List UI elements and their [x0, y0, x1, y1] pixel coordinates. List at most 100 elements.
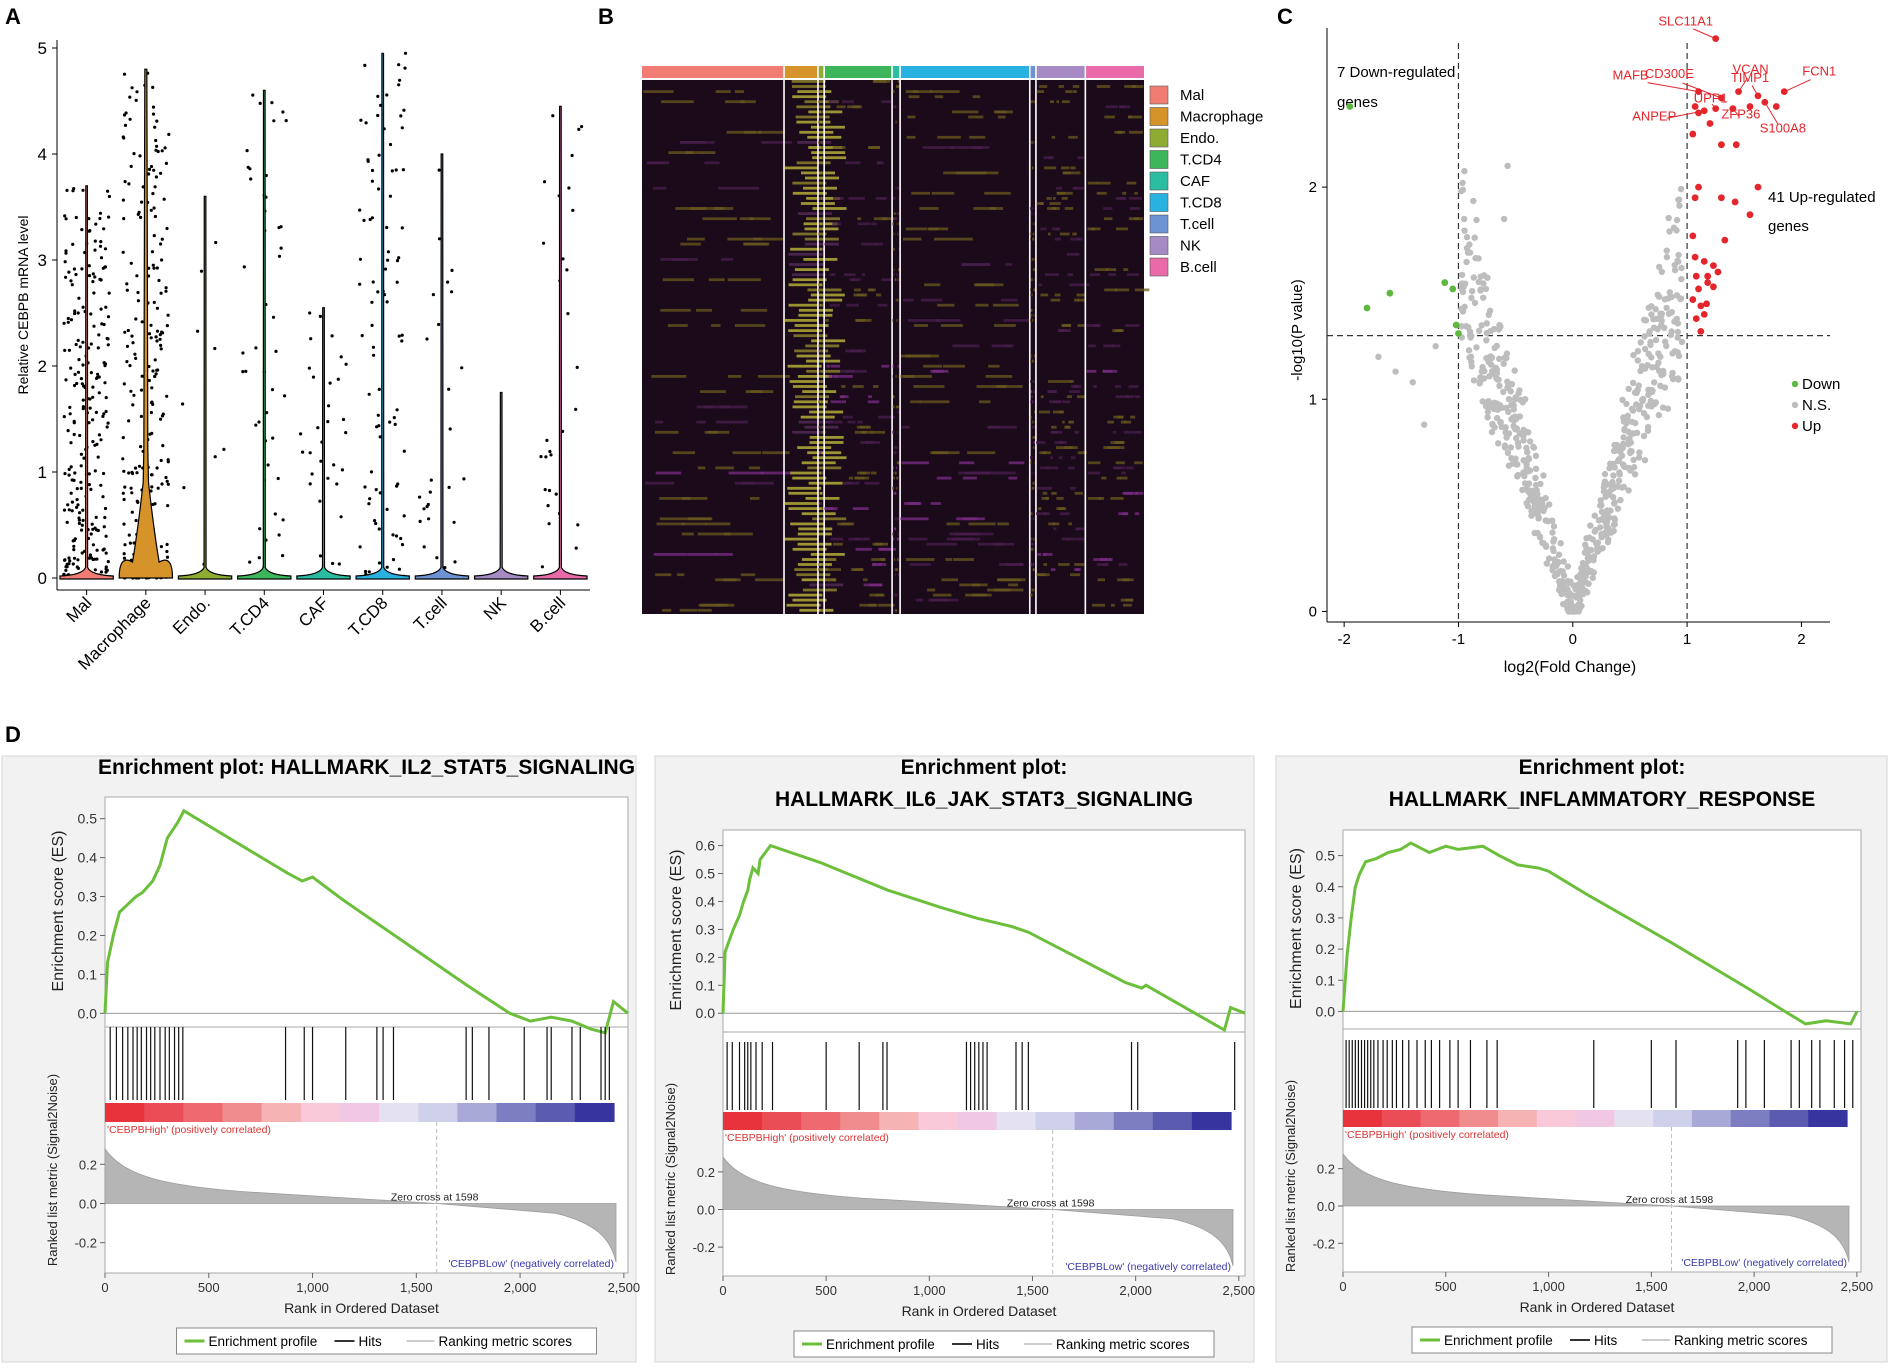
heatmap-cell	[1029, 319, 1031, 322]
heatmap-cell	[1043, 156, 1053, 160]
gsea-es-y-label: Enrichment score (ES)	[50, 831, 67, 992]
violin-point	[437, 168, 441, 172]
heatmap-cell	[861, 242, 877, 246]
violin-point	[81, 398, 85, 402]
gsea-rank-color-bar	[1035, 1112, 1076, 1130]
heatmap-cell	[809, 583, 844, 587]
volcano-up-point	[1704, 279, 1712, 286]
heatmap-cell	[1032, 268, 1034, 271]
volcano-down-point	[1455, 330, 1462, 337]
heatmap-cell	[1074, 568, 1079, 571]
violin-point	[140, 374, 144, 378]
gsea-panel-1: Enrichment plot: HALLMARK_IL2_STAT5_SIGN…	[1, 755, 640, 1363]
gsea-rank-color-bar	[723, 1112, 763, 1130]
volcano-ns-point	[1478, 322, 1485, 329]
volcano-ns-point	[1555, 586, 1563, 594]
heatmap-cell	[819, 197, 822, 200]
violin-point	[63, 214, 67, 218]
gsea-rank-tick-label: -0.2	[693, 1240, 715, 1255]
violin-point	[68, 412, 72, 416]
volcano-ns-point	[1617, 496, 1624, 504]
volcano-ns-point	[1597, 497, 1604, 504]
volcano-ns-point	[1576, 587, 1584, 594]
heatmap-cell	[822, 181, 824, 185]
heatmap-cell	[1070, 456, 1076, 460]
heatmap-cell	[1120, 420, 1127, 424]
heatmap-cell	[857, 222, 870, 226]
violin-point	[80, 528, 84, 532]
heatmap-cell	[857, 349, 866, 353]
volcano-ns-point	[1600, 516, 1608, 524]
violin-point	[77, 296, 81, 300]
violin-point	[399, 114, 403, 118]
heatmap-cell	[1040, 202, 1044, 205]
heatmap-cell	[1070, 166, 1076, 170]
heatmap-cell	[750, 497, 760, 500]
violin-point	[63, 558, 67, 562]
heatmap-cell	[897, 430, 898, 434]
violin-point	[97, 375, 101, 379]
heatmap-cell	[1042, 491, 1048, 495]
violin-point	[281, 554, 285, 558]
gsea-rank-color-bar	[1152, 1112, 1193, 1130]
heatmap-cell	[896, 486, 898, 490]
violin-point	[395, 280, 399, 284]
violin-point	[340, 468, 344, 472]
violin-point	[91, 385, 95, 389]
heatmap-cell	[1122, 191, 1127, 195]
heatmap-cell	[646, 161, 666, 165]
heatmap-cell	[881, 278, 893, 282]
heatmap-cell	[1046, 486, 1052, 490]
heatmap-cell	[841, 400, 846, 404]
violin-point	[64, 378, 68, 382]
violin-point	[94, 528, 99, 532]
heatmap-cell	[894, 517, 896, 521]
heatmap-cell	[954, 237, 973, 241]
gsea-rank-color-bar	[762, 1112, 802, 1130]
violin-point	[394, 168, 398, 172]
heatmap-legend-label: Endo.	[1180, 130, 1219, 147]
volcano-ns-point	[1590, 553, 1598, 560]
heatmap-cell	[855, 476, 870, 480]
violin-point	[131, 341, 135, 345]
violin-point	[89, 532, 93, 536]
heatmap-cell	[748, 466, 761, 470]
violin-point	[99, 483, 103, 487]
violin-point	[388, 194, 392, 198]
violin-point	[363, 569, 368, 574]
heatmap-cell	[1048, 380, 1060, 383]
heatmap-cell	[1128, 385, 1139, 388]
violin-point	[283, 394, 287, 398]
heatmap-cell	[1125, 598, 1133, 602]
volcano-ns-point	[1470, 197, 1477, 205]
gsea-enrichment-profile	[721, 843, 1246, 1033]
violin-point	[363, 485, 367, 489]
heatmap-cell	[1075, 527, 1081, 531]
gsea-es-tick-label: 0.0	[696, 1005, 716, 1021]
gsea-x-tick-label: 0	[1339, 1279, 1346, 1294]
heatmap-cell	[761, 141, 792, 144]
heatmap-cell	[892, 232, 894, 236]
heatmap-cell	[1129, 197, 1142, 200]
heatmap-cell	[994, 110, 1013, 114]
gsea-x-tick-label: 500	[1435, 1279, 1457, 1294]
volcano-ns-point	[1619, 461, 1627, 468]
gsea-x-label: Rank in Ordered Dataset	[1520, 1299, 1675, 1315]
violin-point	[122, 113, 127, 117]
gsea-es-tick-label: 0.4	[78, 850, 98, 866]
violin-point	[447, 485, 451, 489]
violin-point	[567, 186, 571, 190]
volcano-ns-point	[1587, 547, 1594, 554]
heatmap-cell	[1123, 430, 1131, 434]
violin-point	[79, 452, 83, 456]
violin-point	[153, 185, 157, 189]
heatmap-cell	[1031, 547, 1033, 551]
violin-point	[136, 500, 140, 504]
heatmap-cell	[792, 181, 827, 185]
heatmap-cell	[913, 385, 945, 388]
volcano-ns-point	[1500, 388, 1507, 396]
volcano-ns-point	[1629, 407, 1637, 414]
heatmap-cell	[1058, 85, 1064, 88]
heatmap-cell	[821, 507, 823, 510]
violin-point	[166, 504, 170, 508]
